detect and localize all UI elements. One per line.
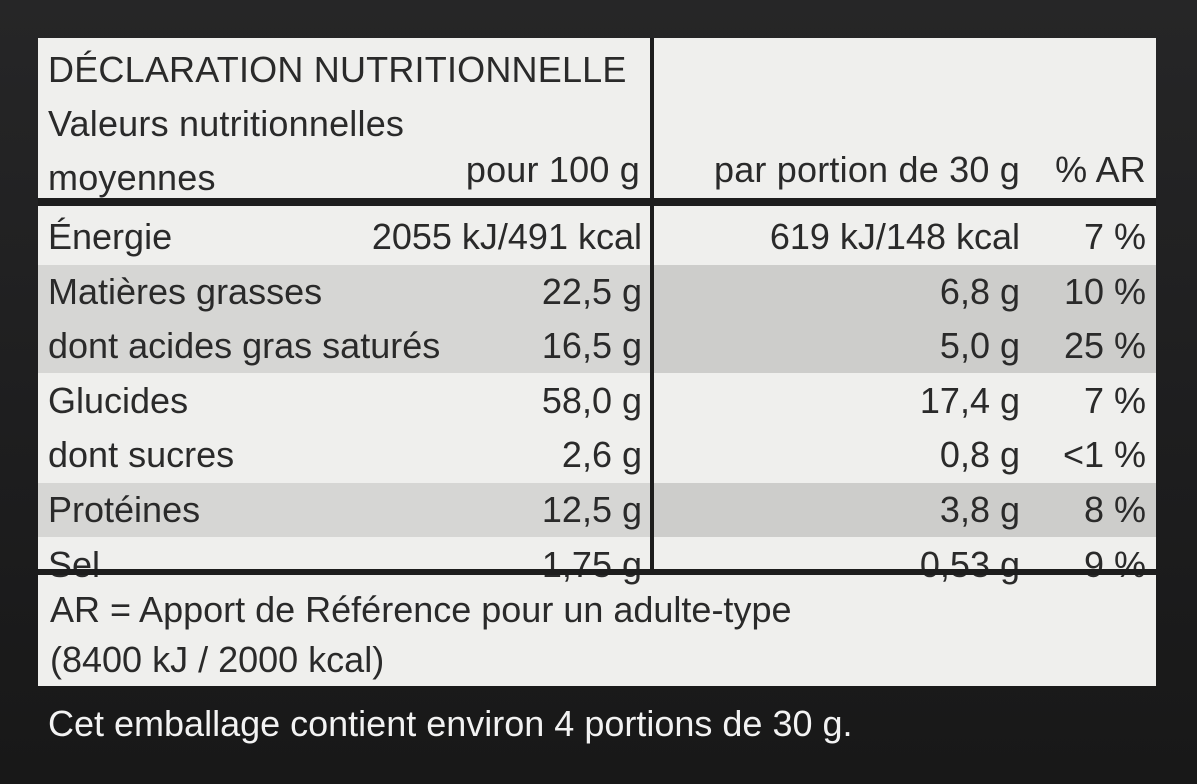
value-ar: 9 %: [1083, 543, 1146, 585]
row-shading: [38, 319, 650, 374]
value-per100: 2055 kJ/491 kcal: [371, 216, 642, 257]
row-shading: [654, 538, 1156, 592]
value-ar: 7 %: [1083, 379, 1146, 421]
value-per100: 16,5 g: [541, 325, 642, 367]
row-shading: [38, 483, 650, 537]
column-header-portion: par portion de 30 g: [713, 149, 1020, 190]
row-shading: [654, 483, 1156, 537]
nutrient-name: Protéines: [48, 489, 201, 530]
column-header-ar: % AR: [1055, 149, 1146, 190]
header-divider: [38, 198, 1156, 206]
value-ar: 10 %: [1063, 270, 1146, 312]
value-per100: 2,6 g: [561, 434, 642, 476]
row-shading: [654, 374, 1156, 428]
value-per100: 12,5 g: [541, 489, 642, 530]
footnote-line2: (8400 kJ / 2000 kcal): [50, 639, 385, 680]
table-row: Glucides 58,0 g 17,4 g 7 %: [38, 374, 1156, 428]
value-per100: 58,0 g: [541, 379, 642, 421]
value-per100: 22,5 g: [541, 270, 642, 312]
table-row: Sel 1,75 g 0,53 g 9 %: [38, 538, 1156, 592]
value-ar: <1 %: [1062, 434, 1146, 476]
column-divider: [650, 38, 654, 573]
nutrient-name: Sel: [48, 543, 101, 585]
row-shading: [654, 264, 1156, 319]
nutrient-name: Matières grasses: [48, 270, 323, 312]
table-row: Énergie 2055 kJ/491 kcal 619 kJ/148 kcal 7 …: [38, 210, 1156, 264]
value-portion: 0,8 g: [939, 434, 1020, 476]
footnote-line1: AR = Apport de Référence pour un adulte-…: [50, 589, 792, 630]
nutrient-name: dont sucres: [48, 434, 235, 476]
nutrient-name: Énergie: [48, 216, 173, 257]
label-title: DÉCLARATION NUTRITIONNELLE: [48, 49, 627, 90]
label-subtitle-line2: moyennes: [48, 157, 216, 198]
value-ar: 8 %: [1083, 489, 1146, 530]
value-portion: 5,0 g: [939, 325, 1020, 367]
row-shading: [38, 264, 650, 319]
nutrient-name: Glucides: [48, 379, 189, 421]
row-shading: [654, 319, 1156, 374]
column-header-per100: pour 100 g: [465, 149, 640, 190]
table-row: Matières grasses 22,5 g 6,8 g 10 %: [38, 264, 1156, 319]
value-portion: 6,8 g: [939, 270, 1020, 312]
value-portion: 17,4 g: [919, 379, 1020, 421]
nutrient-name: dont acides gras saturés: [48, 325, 441, 367]
nutrition-label: DÉCLARATION NUTRITIONNELLE Valeurs nutri…: [38, 38, 1156, 686]
footer-divider: [38, 569, 1156, 575]
value-portion: 619 kJ/148 kcal: [769, 216, 1020, 257]
value-ar: 7 %: [1083, 216, 1146, 257]
value-per100: 1,75 g: [541, 543, 642, 585]
value-portion: 0,53 g: [919, 543, 1020, 585]
table-row: Protéines 12,5 g 3,8 g 8 %: [38, 483, 1156, 537]
label-subtitle-line1: Valeurs nutritionnelles: [48, 103, 405, 144]
value-portion: 3,8 g: [939, 489, 1020, 530]
value-ar: 25 %: [1063, 325, 1146, 367]
table-row: dont acides gras saturés 16,5 g 5,0 g 25 %: [38, 319, 1156, 374]
package-portion-note: Cet emballage contient environ 4 portion…: [48, 703, 853, 744]
table-row: dont sucres 2,6 g 0,8 g <1 %: [38, 428, 1156, 482]
